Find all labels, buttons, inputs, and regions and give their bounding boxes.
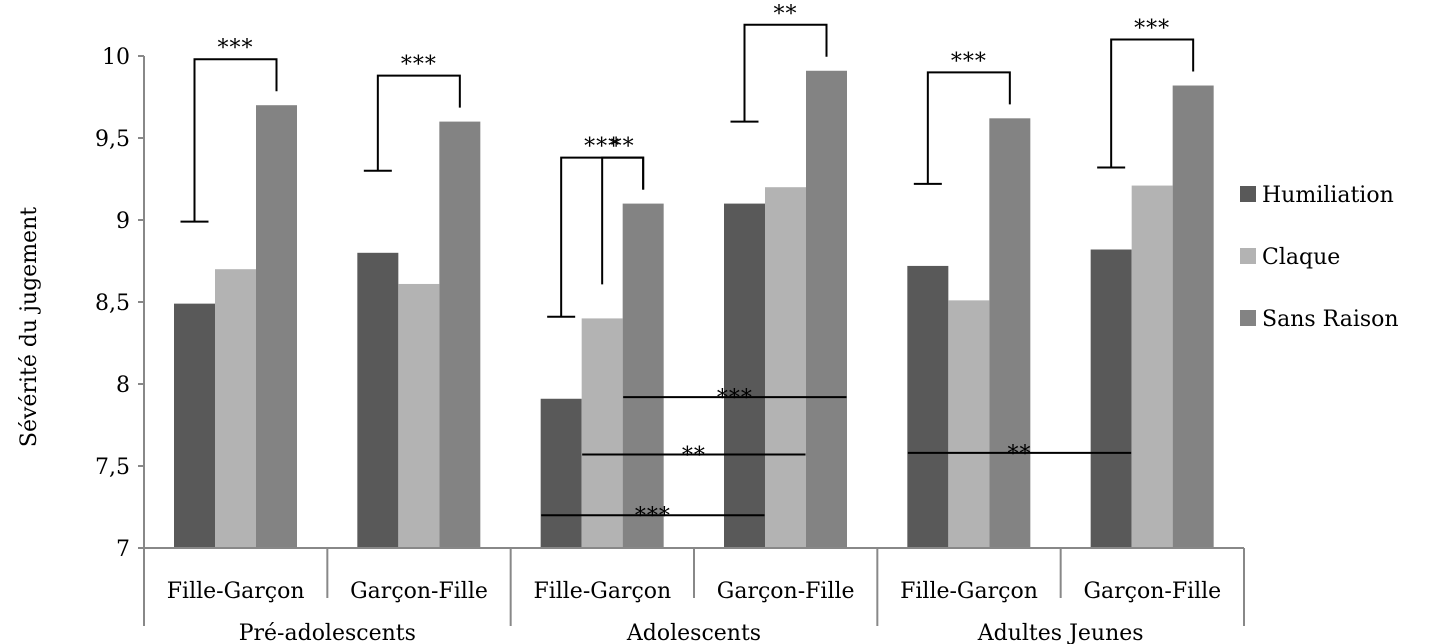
bars [174, 70, 1214, 549]
axes [138, 55, 1245, 626]
y-tick-label: 7,5 [95, 455, 130, 480]
y-tick-label: 9,5 [95, 127, 130, 152]
bar-sans-raison [439, 121, 481, 548]
bar-humiliation [357, 252, 399, 549]
category-label: Garçon-Fille [717, 579, 855, 604]
legend-label: Humiliation [1262, 183, 1394, 208]
legend-swatch [1240, 186, 1256, 202]
bar-sans-raison [806, 70, 847, 548]
y-tick-label: 8 [116, 373, 130, 398]
significance-label: *** [717, 386, 753, 411]
y-tick-label: 7 [116, 537, 130, 562]
legend-swatch [1240, 248, 1256, 264]
significance-bracket [1110, 38, 1195, 168]
group-label: Adultes Jeunes [977, 621, 1144, 644]
significance-label: *** [1134, 17, 1170, 42]
significance-bracket [376, 74, 461, 171]
significance-markers: ***************************** [180, 2, 1195, 529]
legend-label: Claque [1262, 245, 1340, 270]
y-axis-label: Sévérité du jugement [17, 207, 42, 447]
significance-label: *** [584, 135, 620, 160]
legend-label: Sans Raison [1262, 307, 1399, 332]
significance-label: ** [1008, 442, 1032, 467]
bar-sans-raison [989, 118, 1031, 548]
bar-claque [765, 187, 806, 548]
y-tick-label: 9 [116, 209, 130, 234]
bar-claque [948, 300, 990, 548]
significance-label: *** [401, 53, 437, 78]
significance-bracket [926, 71, 1011, 184]
y-tick-label: 10 [102, 45, 130, 70]
bar-sans-raison [256, 105, 297, 548]
bar-humiliation [540, 398, 582, 548]
bar-claque [398, 283, 440, 548]
bar-claque [1131, 185, 1173, 548]
category-label: Garçon-Fille [1083, 579, 1221, 604]
category-label: Garçon-Fille [350, 579, 488, 604]
significance-label: ** [682, 444, 706, 469]
category-label: Fille-Garçon [167, 579, 305, 604]
y-tick-label: 8,5 [95, 291, 130, 316]
category-label: Fille-Garçon [533, 579, 671, 604]
category-labels: Fille-Garçon Garçon-Fille Fille-Garçon Garç… [167, 579, 1221, 644]
bar-humiliation [174, 303, 215, 548]
group-label: Adolescents [626, 621, 761, 644]
significance-label: ** [774, 2, 798, 27]
bar-claque [581, 318, 623, 548]
category-label: Fille-Garçon [900, 579, 1038, 604]
significance-bracket [601, 156, 645, 285]
bar-sans-raison [622, 203, 664, 548]
bar-sans-raison [1172, 85, 1214, 549]
legend-swatch [1240, 310, 1256, 326]
bar-humiliation [907, 265, 949, 548]
group-label: Pré-adolescents [239, 621, 416, 644]
significance-bracket [193, 58, 278, 222]
bar-claque [215, 269, 256, 548]
significance-label: *** [635, 504, 671, 529]
legend: Humiliation Claque Sans Raison [1240, 183, 1399, 332]
significance-label: *** [951, 49, 987, 74]
bar-humiliation [724, 203, 765, 548]
significance-label: ** [611, 135, 635, 160]
y-axis: Sévérité du jugement 7 7,5 8 8,5 9 9,5 10 [17, 45, 130, 562]
significance-bracket [743, 23, 828, 122]
significance-label: *** [218, 36, 254, 61]
bar-humiliation [1090, 249, 1132, 548]
